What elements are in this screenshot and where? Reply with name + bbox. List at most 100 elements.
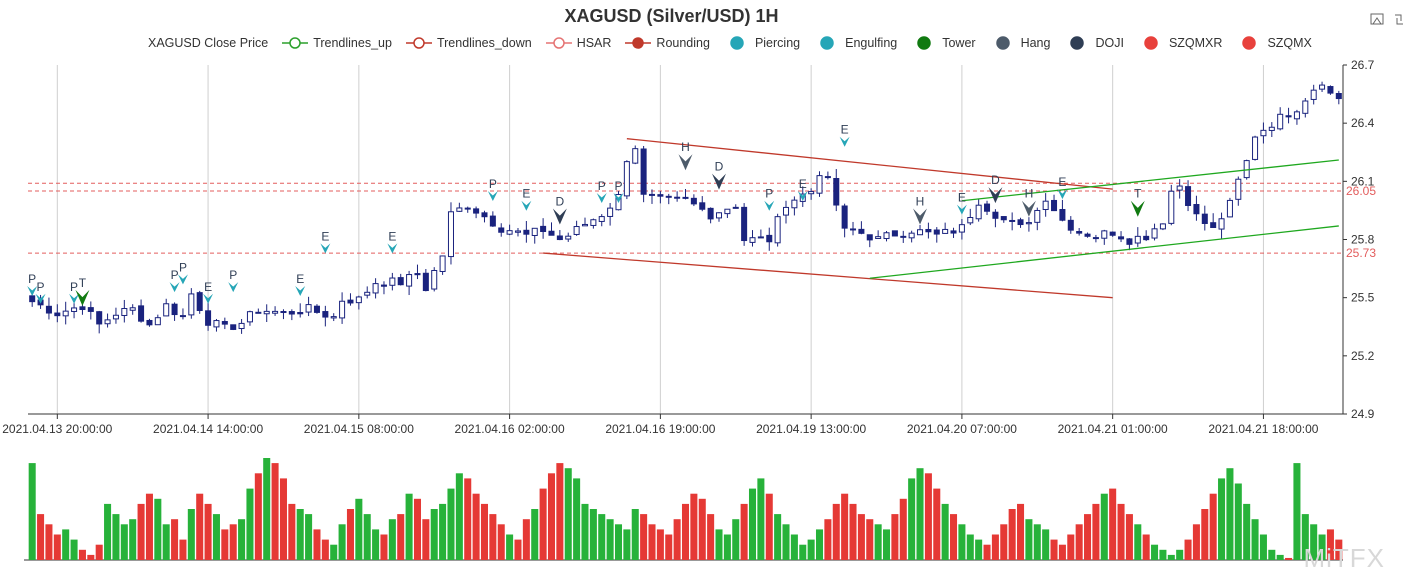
hsar-label: 25.73 <box>1346 246 1376 260</box>
volume-bar <box>790 534 798 560</box>
candle-body <box>1319 84 1326 90</box>
candle-body <box>1118 236 1125 240</box>
legend-item[interactable]: Piercing <box>724 36 800 50</box>
marker-label: P <box>37 280 45 294</box>
candle-body <box>933 229 940 235</box>
volume-bar <box>87 554 95 560</box>
candle-body <box>891 230 898 237</box>
candle-body <box>188 293 195 316</box>
candle-body <box>707 207 714 220</box>
marker-label: E <box>296 272 304 286</box>
volume-bar <box>799 544 807 560</box>
marker-label: E <box>321 229 329 243</box>
candle-body <box>573 226 580 235</box>
candle-body <box>1201 213 1208 224</box>
volume-bar <box>1209 493 1217 560</box>
volume-bar <box>958 524 966 560</box>
legend-item[interactable]: Hang <box>990 36 1050 50</box>
volume-bar <box>556 463 564 560</box>
marker-arrow <box>613 192 624 203</box>
restore-icon[interactable] <box>1392 12 1403 26</box>
zoom-area-icon[interactable] <box>1370 12 1384 26</box>
pattern-marker: E <box>797 177 808 202</box>
legend-item[interactable]: Trendlines_down <box>405 36 532 50</box>
candle-body <box>674 196 681 199</box>
y-tick-label: 25.8 <box>1351 233 1375 247</box>
legend-item[interactable]: HSAR <box>545 36 612 50</box>
trendline-up <box>869 225 1339 279</box>
candle-body <box>1159 223 1166 230</box>
volume-bar <box>1318 534 1326 560</box>
pattern-marker: P <box>596 179 607 203</box>
pattern-marker: E <box>387 229 398 254</box>
volume-bar <box>413 498 421 560</box>
candle-body <box>908 232 915 239</box>
volume-bar <box>439 503 447 560</box>
candle-body <box>749 237 756 243</box>
volume-bar <box>1234 483 1242 560</box>
legend-item[interactable]: Engulfing <box>814 36 897 50</box>
volume-bar <box>204 503 212 560</box>
volume-bar <box>1117 503 1125 560</box>
volume-bar <box>321 539 329 560</box>
candle-body <box>163 303 170 317</box>
candle-body <box>1285 115 1292 118</box>
x-tick-label: 2021.04.19 13:00:00 <box>756 422 866 436</box>
legend-item[interactable]: Trendlines_up <box>282 36 392 50</box>
volume-bar <box>857 514 865 560</box>
legend-label: HSAR <box>576 36 612 50</box>
candle-body <box>958 224 965 233</box>
volume-bar <box>807 539 815 560</box>
candle-body <box>1335 93 1342 100</box>
legend-symbol-icon <box>1242 36 1257 50</box>
volume-bar <box>740 503 748 560</box>
candle-body <box>1243 160 1250 179</box>
marker-label: E <box>799 177 807 191</box>
marker-label: P <box>765 187 773 201</box>
candle-body <box>992 211 999 219</box>
volume-bar <box>1192 524 1200 560</box>
legend-item[interactable]: Rounding <box>625 36 710 50</box>
volume-bar <box>129 519 137 560</box>
marker-arrow <box>712 173 727 190</box>
legend-item[interactable]: SZQMX <box>1236 36 1312 50</box>
volume-bar <box>933 488 941 560</box>
volume-bar <box>497 524 505 560</box>
candle-body <box>1034 209 1041 223</box>
candle-body <box>1134 235 1141 244</box>
legend-symbol-icon <box>282 37 309 49</box>
volume-bar <box>1335 539 1343 560</box>
volume-bar <box>1025 519 1033 560</box>
legend-item[interactable]: DOJI <box>1064 36 1124 50</box>
volume-bar <box>179 539 187 560</box>
pattern-marker: E <box>521 187 532 211</box>
candle-body <box>540 225 547 233</box>
pattern-marker: P <box>487 177 498 202</box>
volume-bar <box>78 549 86 560</box>
candle-body <box>372 283 379 294</box>
candle-body <box>121 308 128 316</box>
candle-body <box>397 277 404 286</box>
candle-body <box>364 291 371 296</box>
candle-body <box>1101 230 1108 239</box>
legend-label: Piercing <box>754 36 801 50</box>
marker-arrow <box>956 204 967 215</box>
volume-bar <box>748 488 757 560</box>
candle-body <box>942 228 949 234</box>
candle-body <box>774 216 781 244</box>
volume-bar <box>120 524 128 560</box>
legend-item[interactable]: SZQMXR <box>1138 36 1222 50</box>
volume-bar <box>455 473 463 560</box>
volume-bar <box>665 534 673 560</box>
legend-item[interactable]: Tower <box>911 36 976 50</box>
legend-item[interactable]: XAGUSD Close Price <box>148 36 268 50</box>
marker-arrow <box>295 286 306 297</box>
volume-bar <box>774 514 782 560</box>
candle-body <box>791 199 798 209</box>
volume-bar <box>154 498 162 560</box>
candle-body <box>925 228 932 233</box>
volume-bar <box>330 544 338 560</box>
volume-bar <box>422 519 430 560</box>
marker-arrow <box>228 282 239 293</box>
